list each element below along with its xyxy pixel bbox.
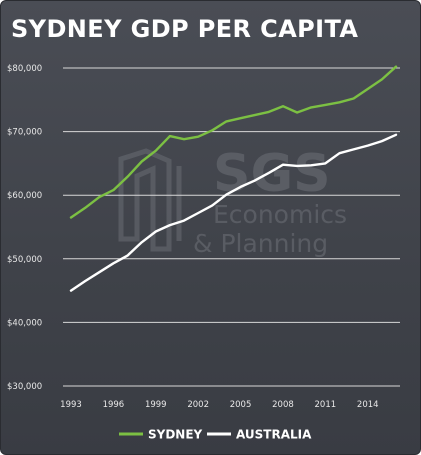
y-axis-ticks: $30,000 $40,000 $50,000 $60,000 $70,000 $80,0… <box>7 64 42 392</box>
series-lines <box>69 65 398 292</box>
y-tick-label: $40,000 <box>7 318 42 328</box>
x-tick-label: 1996 <box>103 400 125 410</box>
x-tick-label: 2011 <box>315 400 337 410</box>
x-tick-label: 1999 <box>145 400 167 410</box>
y-tick-label: $50,000 <box>7 255 42 265</box>
watermark-text-sgs: SGS <box>213 144 331 204</box>
y-tick-label: $30,000 <box>7 382 42 392</box>
y-tick-label: $70,000 <box>7 128 42 138</box>
series-line-sydney <box>69 65 398 219</box>
legend-label-australia: AUSTRALIA <box>236 428 312 442</box>
x-tick-label: 2002 <box>187 400 209 410</box>
legend: SYDNEY AUSTRALIA <box>119 428 312 442</box>
x-tick-label: 2008 <box>272 400 294 410</box>
x-axis-ticks: 1993 1996 1999 2002 2005 2008 2011 2014 <box>60 400 378 410</box>
watermark-logo-icon <box>118 148 182 252</box>
chart-title: SYDNEY GDP PER CAPITA <box>11 15 359 43</box>
series-line-australia <box>69 133 398 292</box>
x-tick-label: 2014 <box>357 400 379 410</box>
watermark-text-planning: & Planning <box>193 229 328 258</box>
y-tick-label: $80,000 <box>7 64 42 74</box>
gridlines <box>63 67 400 387</box>
legend-label-sydney: SYDNEY <box>148 428 203 442</box>
y-tick-label: $60,000 <box>7 191 42 201</box>
x-tick-label: 2005 <box>230 400 252 410</box>
x-tick-label: 1993 <box>60 400 82 410</box>
watermark-text-economics: Economics <box>213 200 347 229</box>
